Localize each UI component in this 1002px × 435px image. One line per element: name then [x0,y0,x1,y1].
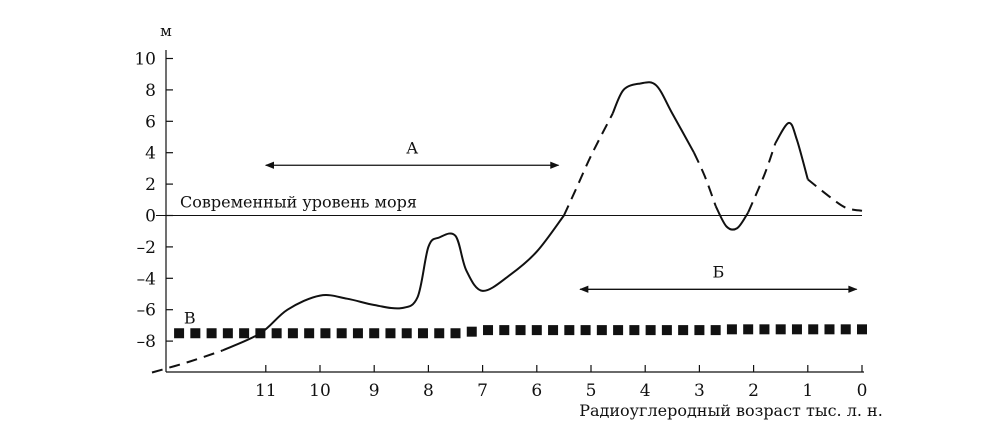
x-tick-label: 9 [369,381,380,401]
square-marker [222,328,233,339]
x-tick-label: 11 [255,381,277,401]
sea-level-curve-solid [221,214,565,352]
x-tick-label: 5 [586,381,597,401]
square-marker [726,324,737,335]
y-tick-label: 2 [145,175,156,195]
square-marker [190,328,201,339]
square-marker [287,328,298,339]
square-marker [824,324,835,335]
square-marker [271,328,282,339]
square-marker [694,325,705,336]
reference-line-group: Современный уровень моря [155,193,862,217]
sea-level-label: Современный уровень моря [180,193,417,212]
square-marker [548,325,559,336]
series-label: В [184,309,196,328]
square-marker [775,324,786,335]
sea-level-curve-dashed [693,152,717,207]
y-tick-label: 4 [145,144,156,164]
x-tick-label: 3 [694,381,705,401]
square-marker [515,325,526,336]
square-marker [206,328,217,339]
x-tick-label: 10 [309,381,331,401]
y-tick-label: 0 [145,207,156,227]
square-marker [629,325,640,336]
square-marker [450,328,461,339]
x-tick-label: 6 [531,381,542,401]
square-marker [320,328,331,339]
sea-level-curve-dashed [562,113,614,216]
series-group [151,81,867,374]
sea-level-curve-solid [774,121,809,180]
sea-level-curve-solid [611,81,695,154]
square-marker [661,325,672,336]
square-marker [434,328,445,339]
square-marker [255,328,266,339]
annotations-group: А Б В [184,138,858,328]
y-tick-label: 8 [145,81,156,101]
x-tick-label: 2 [748,381,759,401]
sea-level-curve-solid [714,205,750,231]
square-marker [840,324,851,335]
square-marker [239,328,250,339]
square-marker [369,328,380,339]
range-label: А [406,138,418,157]
square-marker [808,324,819,335]
square-marker [417,328,428,339]
square-marker [483,325,494,336]
square-marker [580,325,591,336]
square-marker [352,328,363,339]
y-tick-label: –2 [137,238,156,258]
square-marker [678,325,689,336]
square-marker [336,328,347,339]
y-axis-unit: м [160,22,172,40]
square-marker [596,325,607,336]
square-marker [304,328,315,339]
square-marker [759,324,770,335]
y-tick-label: –4 [137,269,156,289]
square-marker [385,328,396,339]
square-marker [531,325,542,336]
sea-level-curve-dashed [151,349,223,374]
y-tick-label: –6 [137,301,156,321]
square-marker [499,325,510,336]
square-marker [857,324,867,335]
x-tick-label: 8 [423,381,434,401]
x-tick-label: 0 [857,381,868,401]
y-tick-label: –8 [137,332,156,352]
square-marker [743,324,754,335]
square-marker [174,328,185,339]
range-label: Б [712,262,724,281]
x-tick-label: 7 [477,381,488,401]
square-marker [466,326,477,337]
square-marker [791,324,802,335]
y-tick-label: 10 [134,50,156,70]
square-marker [401,328,412,339]
square-marker [710,325,721,336]
square-marker [613,325,624,336]
x-tick-label: 1 [802,381,813,401]
x-tick-label: 4 [640,381,651,401]
y-tick-label: 6 [145,112,156,132]
x-axis-title: Радиоуглеродный возраст тыс. л. н. [579,401,883,420]
square-marker [645,325,656,336]
sea-level-curve-dashed [747,142,777,213]
square-marker [564,325,575,336]
sea-level-curve-dashed [807,178,863,212]
